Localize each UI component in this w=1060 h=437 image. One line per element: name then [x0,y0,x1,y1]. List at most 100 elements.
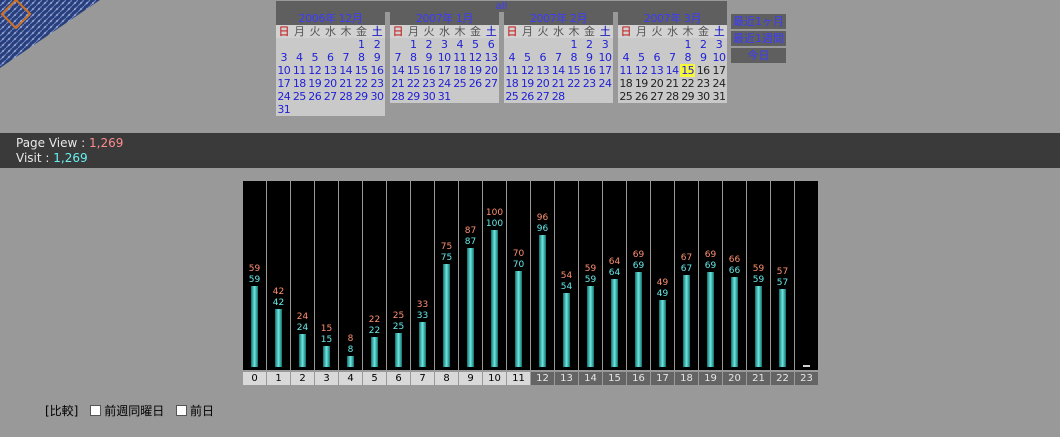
calendar-day[interactable]: 24 [596,76,613,90]
calendar-day[interactable]: 8 [353,51,369,64]
hour-tick-label[interactable]: 3 [315,372,338,385]
calendar-day[interactable]: 5 [467,38,483,51]
hour-tick-label[interactable]: 17 [651,372,674,385]
hour-tick-label[interactable]: 22 [771,372,794,385]
calendar-day[interactable]: 14 [337,63,354,77]
hour-tick-label[interactable]: 8 [435,372,458,385]
calendar-day[interactable]: 25 [451,76,468,90]
calendar-day[interactable]: 27 [534,89,551,103]
calendar-day[interactable]: 7 [664,51,680,64]
calendar-day[interactable]: 12 [306,63,323,77]
hour-tick-label[interactable]: 21 [747,372,770,385]
calendar-day[interactable]: 26 [519,89,535,103]
calendar-day[interactable]: 10 [436,50,452,64]
calendar-day[interactable]: 3 [276,51,292,64]
hour-tick-label[interactable]: 10 [483,372,506,385]
calendar-day[interactable]: 6 [322,51,338,64]
hour-tick-label[interactable]: 12 [531,372,554,385]
hour-tick-label[interactable]: 20 [723,372,746,385]
calendar-day[interactable]: 15 [405,63,421,77]
calendar-day[interactable]: 19 [467,63,483,77]
hour-tick-label[interactable]: 18 [675,372,698,385]
calendar-day[interactable]: 20 [482,63,499,77]
calendar-day[interactable]: 31 [276,102,292,116]
calendar-day[interactable]: 2 [581,38,597,51]
calendar-day[interactable]: 18 [504,76,520,90]
same-weekday-last-week-checkbox[interactable] [90,405,102,416]
calendar-day[interactable]: 7 [390,51,406,64]
calendar-day[interactable]: 15 [353,63,369,77]
calendar-day[interactable]: 16 [368,63,385,77]
calendar-day[interactable]: 6 [534,51,551,64]
calendar-day[interactable]: 1 [405,38,421,51]
calendar-day[interactable]: 14 [664,63,680,77]
calendar-day[interactable]: 23 [581,76,597,90]
calendar-day[interactable]: 12 [633,63,649,77]
hour-tick-label[interactable]: 11 [507,372,530,385]
hour-tick-label[interactable]: 5 [363,372,386,385]
calendar-day[interactable]: 8 [405,51,421,64]
hour-tick-label[interactable]: 4 [339,372,362,385]
calendar-day[interactable]: 10 [596,50,613,64]
previous-day-label[interactable]: 前日 [190,404,215,418]
hour-tick-label[interactable]: 19 [699,372,722,385]
calendar-day[interactable]: 21 [390,76,406,90]
calendar-day[interactable]: 10 [710,50,727,64]
calendar-day[interactable]: 1 [565,38,582,51]
calendar-day-today[interactable]: 15 [679,63,696,77]
calendar-day[interactable]: 11 [618,63,634,77]
calendar-day[interactable]: 13 [322,63,338,77]
calendar-day[interactable]: 12 [519,63,535,77]
calendar-day[interactable]: 2 [368,38,385,51]
hour-tick-label[interactable]: 14 [579,372,602,385]
calendar-day[interactable]: 27 [482,76,499,90]
calendar-day[interactable]: 22 [405,76,421,90]
calendar-day[interactable]: 9 [368,51,385,64]
calendar-day[interactable]: 20 [534,76,551,90]
calendar-day[interactable]: 14 [390,63,406,77]
calendar-day[interactable]: 9 [695,51,711,64]
calendar-day[interactable]: 4 [618,51,634,64]
calendar-day[interactable]: 16 [420,63,437,77]
calendar-day[interactable]: 5 [306,51,323,64]
calendar-day[interactable]: 24 [436,76,452,90]
calendar-day[interactable]: 28 [337,89,354,103]
calendar-month-title[interactable]: 2007年 1月 [390,12,499,25]
last-month-button[interactable]: 最近1ヶ月 [731,14,786,29]
calendar-day[interactable]: 26 [306,89,323,103]
calendar-day[interactable]: 8 [565,51,582,64]
calendar-day[interactable]: 4 [451,38,468,51]
calendar-day[interactable]: 11 [451,50,468,64]
calendar-day[interactable]: 2 [420,38,437,51]
calendar-day[interactable]: 7 [337,51,354,64]
calendar-day[interactable]: 16 [581,63,597,77]
calendar-day[interactable]: 17 [276,76,292,90]
calendar-day[interactable]: 29 [405,89,421,103]
calendar-day[interactable]: 19 [306,76,323,90]
calendar-day[interactable]: 31 [436,89,452,103]
calendar-day[interactable]: 3 [596,38,613,51]
calendar-month-title[interactable]: 2007年 3月 [618,12,727,25]
calendar-day[interactable]: 21 [337,76,354,90]
calendar-day[interactable]: 23 [368,76,385,90]
calendar-day[interactable]: 27 [322,89,338,103]
calendar-day[interactable]: 3 [710,38,727,51]
calendar-day[interactable]: 18 [291,76,307,90]
calendar-day[interactable]: 28 [390,89,406,103]
calendar-day[interactable]: 17 [436,63,452,77]
calendar-day[interactable]: 11 [291,63,307,77]
calendar-day[interactable]: 26 [467,76,483,90]
calendar-day[interactable]: 2 [695,38,711,51]
calendar-day[interactable]: 17 [596,63,613,77]
calendar-day[interactable]: 23 [420,76,437,90]
hour-tick-label[interactable]: 0 [243,372,266,385]
last-week-button[interactable]: 最近1週間 [731,31,786,46]
hour-tick-label[interactable]: 23 [795,372,818,385]
calendar-day[interactable]: 13 [534,63,551,77]
calendar-day[interactable]: 3 [436,38,452,51]
calendar-day[interactable]: 22 [353,76,369,90]
calendar-day[interactable]: 20 [322,76,338,90]
hour-tick-label[interactable]: 15 [603,372,626,385]
calendar-day[interactable]: 6 [648,51,665,64]
same-weekday-last-week-label[interactable]: 前週同曜日 [104,404,165,418]
